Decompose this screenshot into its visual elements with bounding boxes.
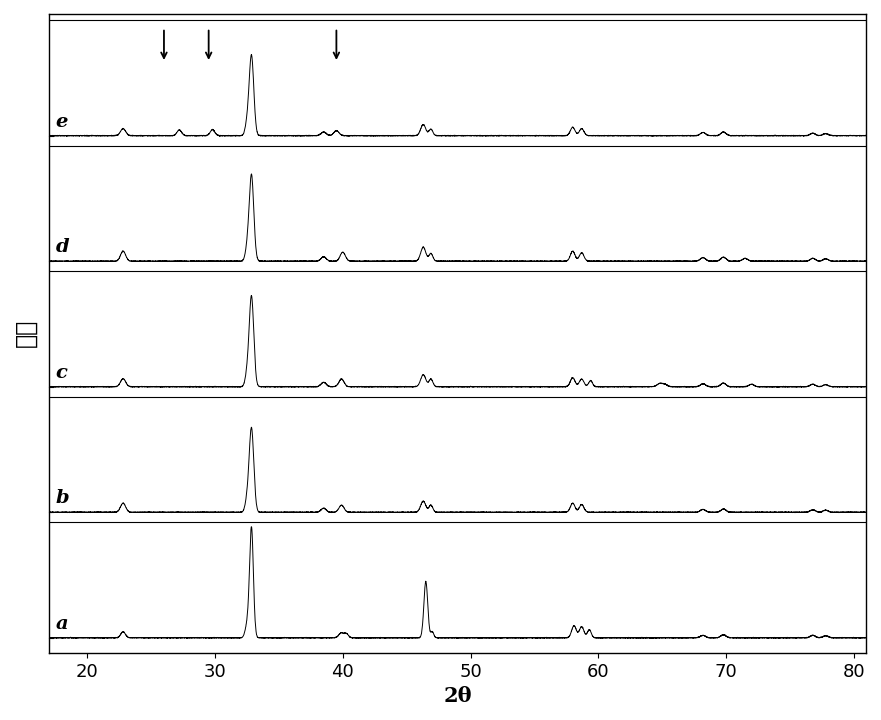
Text: e: e: [56, 112, 68, 130]
Text: c: c: [56, 364, 67, 382]
Text: d: d: [56, 238, 69, 256]
Text: b: b: [56, 489, 69, 507]
Text: a: a: [56, 615, 68, 633]
Y-axis label: 强度: 强度: [14, 319, 38, 348]
X-axis label: 2θ: 2θ: [443, 686, 472, 706]
